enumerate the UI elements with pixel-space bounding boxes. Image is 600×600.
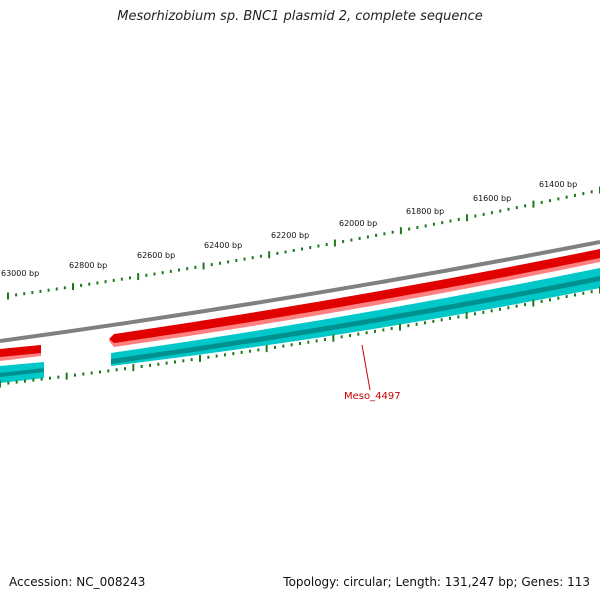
- tick-label-62000: 62000 bp: [339, 219, 377, 228]
- topology-summary: Topology: circular; Length: 131,247 bp; …: [283, 575, 590, 589]
- tick-label-62400: 62400 bp: [204, 241, 242, 250]
- forward-gene-meso-4497[interactable]: [109, 249, 600, 347]
- gene-label-meso-4497: Meso_4497: [344, 391, 401, 402]
- tick-label-62200: 62200 bp: [271, 231, 309, 240]
- tick-label-63000: 63000 bp: [1, 269, 39, 278]
- cds-left[interactable]: [0, 362, 44, 383]
- cds-main[interactable]: [111, 268, 600, 366]
- gene-label-leader: [361, 344, 371, 391]
- tick-label-61800: 61800 bp: [406, 207, 444, 216]
- tick-label-62600: 62600 bp: [137, 251, 175, 260]
- tick-label-62800: 62800 bp: [69, 261, 107, 270]
- forward-gene-left[interactable]: [0, 345, 41, 361]
- inner-tick-track: [0, 286, 600, 388]
- tick-label-61600: 61600 bp: [473, 194, 511, 203]
- tick-labels: 63000 bp 62800 bp 62600 bp 62400 bp 6220…: [1, 180, 577, 278]
- plasmid-backbone: [0, 240, 600, 343]
- tick-label-61400: 61400 bp: [539, 180, 577, 189]
- map-title: Mesorhizobium sp. BNC1 plasmid 2, comple…: [117, 9, 483, 24]
- accession-text: Accession: NC_008243: [9, 575, 146, 589]
- outer-tick-track: [7, 186, 600, 300]
